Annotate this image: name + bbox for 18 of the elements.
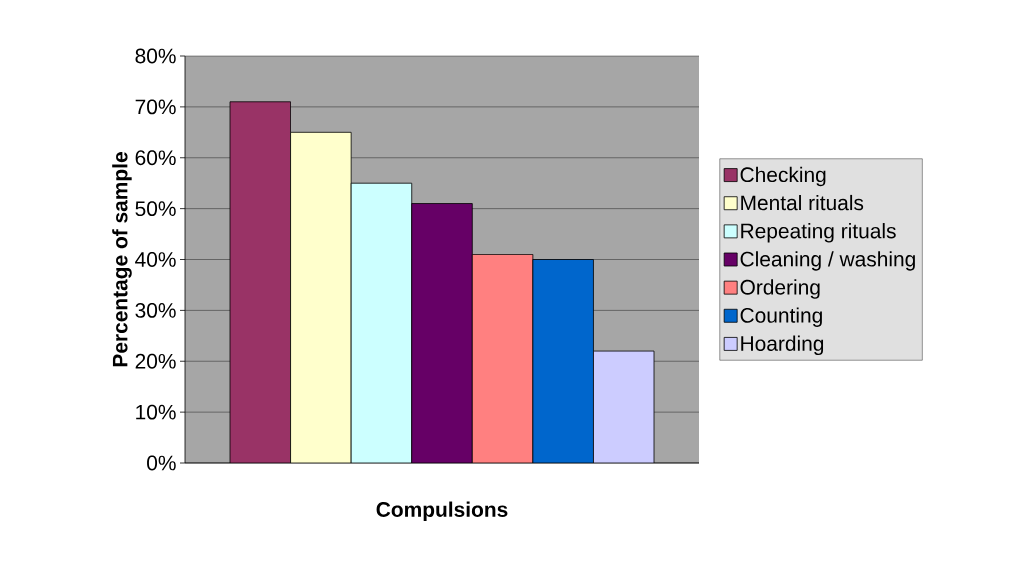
y-tick-label: 10% — [136, 404, 176, 420]
y-tick-label: 0% — [147, 455, 176, 471]
legend-label: Counting — [740, 307, 822, 327]
legend-label: Mental rituals — [741, 194, 864, 211]
y-tick-label: 60% — [135, 150, 176, 166]
legend-label: Hoarding — [741, 335, 824, 356]
legend-label: Cleaning / washing — [740, 251, 915, 271]
legend-label: Ordering — [740, 279, 820, 299]
y-tick-label: 20% — [135, 353, 176, 369]
y-tick-label: 30% — [135, 302, 176, 318]
legend-label: Checking — [740, 166, 826, 187]
y-tick-label: 40% — [135, 252, 176, 267]
y-tick-label: 80% — [135, 48, 176, 64]
y-tick-label: 50% — [135, 201, 176, 217]
legend-label: Repeating rituals — [741, 223, 896, 243]
x-axis-title: Compulsions — [376, 501, 508, 522]
y-axis-title: Percentage of sample — [112, 152, 132, 367]
y-tick-label: 70% — [135, 99, 176, 115]
